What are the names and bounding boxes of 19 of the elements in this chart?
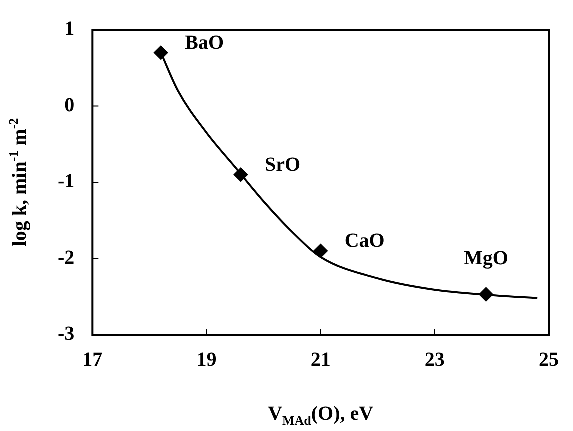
- annotation: MgO: [464, 248, 508, 270]
- x-tick-label: 17: [82, 349, 103, 372]
- point: [314, 244, 328, 258]
- y-tick-label: 1: [64, 18, 75, 40]
- x-tick-label: 25: [539, 349, 559, 372]
- y-tick-label: 0: [64, 94, 75, 116]
- x-tick-label: 23: [424, 349, 445, 372]
- y-axis-title: log k, min-1 m-2: [6, 118, 31, 247]
- point: [154, 46, 168, 60]
- y-tick-label: -3: [58, 323, 75, 346]
- point: [479, 288, 494, 302]
- point: [234, 168, 248, 182]
- x-tick-label: 21: [310, 349, 331, 372]
- annotation: CaO: [344, 230, 385, 252]
- y-tick-label: -2: [58, 246, 75, 269]
- annotation: SrO: [264, 154, 301, 176]
- y-tick-label: -1: [58, 170, 75, 193]
- x-tick-label: 19: [196, 349, 217, 372]
- annotation: BaO: [185, 32, 224, 54]
